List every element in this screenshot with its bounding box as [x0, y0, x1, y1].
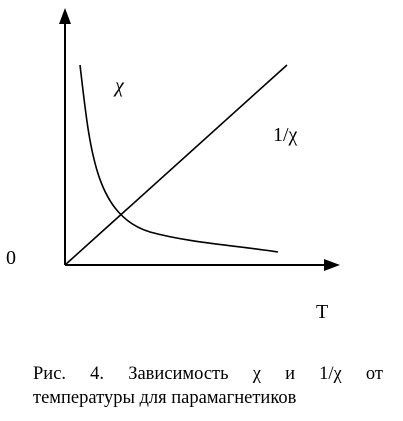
diagram: χ 1/χ 0 T [6, 8, 340, 323]
caption-line: Рис. 4. Зависимость χ и 1/χ от [33, 364, 383, 384]
inverse-chi-line [64, 64, 288, 266]
chi-label: χ [113, 75, 125, 97]
origin-label: 0 [6, 247, 16, 269]
inverse-chi-label: 1/χ [273, 124, 298, 146]
caption-line: температуры для парамагнетиков [33, 388, 297, 408]
y-axis-arrow [59, 8, 71, 24]
x-axis-label: T [316, 301, 328, 323]
x-axis-arrow [324, 259, 340, 271]
chi-curve [79, 64, 279, 253]
